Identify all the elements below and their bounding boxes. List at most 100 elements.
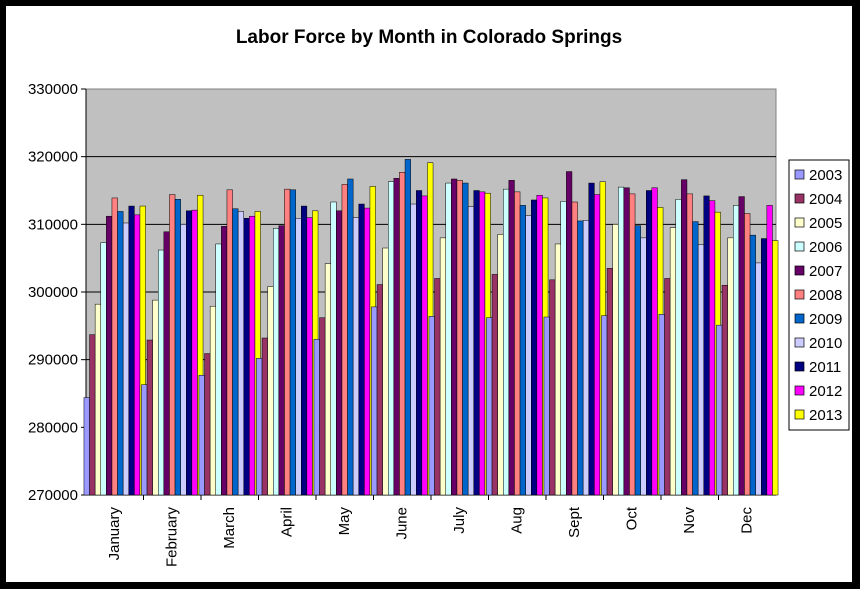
y-tick-label: 290000 [28, 352, 78, 369]
x-tick-label: July [451, 507, 468, 534]
bar [634, 225, 641, 496]
legend-swatch [794, 289, 805, 300]
legend-label: 2009 [809, 311, 842, 328]
bar [226, 189, 233, 496]
bar [284, 188, 291, 496]
bar [191, 209, 198, 496]
bar [243, 217, 250, 496]
bar [421, 195, 428, 496]
bars-group [83, 159, 779, 496]
bar [134, 214, 141, 496]
bar [152, 299, 159, 496]
bar [393, 178, 400, 496]
bar [716, 324, 723, 496]
bar [697, 244, 705, 496]
bar [301, 205, 308, 496]
bar [486, 317, 493, 496]
y-tick-label: 330000 [28, 81, 78, 98]
y-tick-label: 310000 [28, 216, 78, 233]
bar [766, 205, 773, 496]
bar [388, 181, 395, 496]
bar [111, 197, 118, 496]
x-axis-ticks: January February March April May June July Aug S… [106, 495, 755, 567]
bar [221, 226, 228, 496]
bar [571, 201, 578, 496]
bar [577, 220, 584, 496]
bar [761, 238, 768, 496]
bar [646, 190, 653, 496]
bar [364, 207, 371, 496]
bar [703, 195, 710, 496]
bar [554, 243, 562, 496]
bar [273, 228, 280, 496]
chart-title: Labor Force by Month in Colorado Springs [236, 27, 622, 48]
legend-swatch [794, 361, 805, 372]
bar [618, 186, 625, 496]
chart-frame: Labor Force by Month in Colorado Springs… [5, 5, 853, 583]
x-tick-label: Aug [508, 507, 525, 534]
legend-label: 2010 [809, 335, 842, 352]
x-tick-label: Dec [738, 507, 755, 534]
bar [549, 279, 556, 496]
x-tick-label: January [106, 507, 123, 561]
bar [336, 210, 343, 496]
bar [89, 334, 96, 496]
bar [267, 286, 274, 496]
bar [566, 171, 573, 496]
bar [686, 193, 693, 496]
bar [128, 205, 135, 496]
bar [330, 201, 337, 496]
bar [467, 206, 474, 496]
bar [651, 187, 658, 496]
bar [341, 184, 348, 496]
bar [169, 194, 176, 496]
bar [491, 274, 498, 496]
bar [744, 213, 751, 496]
bar [122, 222, 130, 496]
legend-swatch [794, 217, 805, 228]
legend-label: 2012 [809, 383, 842, 400]
bar [451, 178, 458, 496]
bar [629, 193, 636, 496]
bar [306, 217, 313, 496]
bar [100, 242, 107, 496]
bar [232, 208, 239, 496]
bar [772, 240, 779, 496]
bar [198, 374, 205, 496]
bar [675, 199, 682, 496]
legend-swatch [794, 409, 805, 420]
bar [404, 159, 411, 496]
x-tick-label: March [221, 507, 238, 549]
bar [658, 314, 665, 496]
legend-swatch [794, 265, 805, 276]
bar [560, 201, 567, 496]
bar [215, 243, 222, 496]
bar [106, 215, 113, 496]
bar [594, 194, 601, 496]
bar [204, 353, 211, 496]
bar [664, 278, 671, 496]
x-tick-label: June [393, 507, 410, 540]
bar [681, 179, 688, 496]
bar [669, 227, 677, 496]
bar [588, 182, 595, 496]
legend-label: 2004 [809, 191, 842, 208]
bar [531, 199, 538, 496]
legend-label: 2005 [809, 215, 842, 232]
legend-label: 2013 [809, 407, 842, 424]
bar [371, 306, 378, 496]
bar [525, 215, 532, 496]
bar [640, 237, 647, 496]
x-tick-label: April [278, 507, 295, 537]
y-tick-label: 320000 [28, 149, 78, 166]
bar [94, 303, 102, 496]
bar [519, 205, 526, 496]
bar [543, 316, 550, 496]
bar [456, 180, 463, 496]
bar [462, 182, 469, 496]
bar [410, 203, 417, 496]
bar [612, 224, 619, 496]
bar [180, 224, 187, 496]
bar [347, 178, 354, 496]
bar [141, 384, 148, 496]
